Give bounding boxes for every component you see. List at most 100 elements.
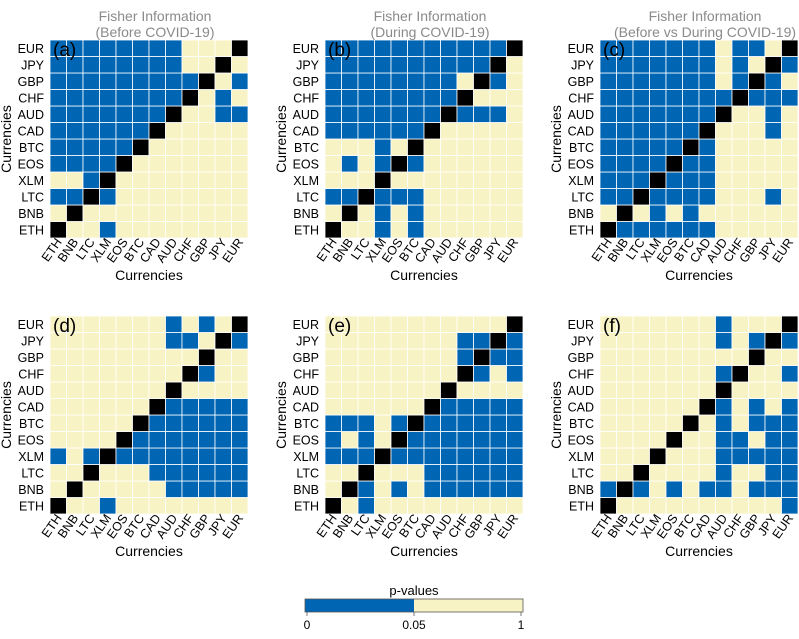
heatmap-cell bbox=[731, 332, 749, 350]
heatmap-cell bbox=[748, 171, 766, 189]
heatmap-cell bbox=[632, 414, 650, 432]
heatmap-cell bbox=[748, 365, 766, 383]
y-tick-label: AUD bbox=[18, 384, 44, 398]
y-axis-label: Currencies bbox=[548, 381, 564, 449]
heatmap-cell bbox=[407, 56, 425, 74]
panel-label: (e) bbox=[328, 316, 351, 337]
heatmap-cell bbox=[198, 39, 216, 57]
y-tick-label: CAD bbox=[293, 124, 319, 138]
heatmap-cell bbox=[99, 138, 117, 156]
heatmap-cell bbox=[456, 315, 474, 333]
heatmap-cell bbox=[374, 72, 392, 90]
heatmap-cell bbox=[440, 138, 458, 156]
panel-title: Fisher Information bbox=[649, 8, 762, 24]
heatmap-cell bbox=[649, 122, 667, 140]
heatmap-cell bbox=[165, 365, 183, 383]
heatmap-cell bbox=[731, 138, 749, 156]
heatmap-cell bbox=[616, 431, 634, 449]
heatmap-cell bbox=[632, 89, 650, 107]
heatmap-cell bbox=[781, 188, 799, 206]
heatmap-cell bbox=[115, 204, 133, 222]
heatmap-cell bbox=[99, 56, 117, 74]
heatmap-cell bbox=[731, 381, 749, 399]
heatmap-cell bbox=[649, 398, 667, 416]
heatmap-cell bbox=[440, 39, 458, 57]
heatmap-cell bbox=[731, 155, 749, 173]
y-tick-label: JPY bbox=[21, 334, 45, 348]
heatmap-cell bbox=[181, 89, 199, 107]
heatmap-cell bbox=[748, 348, 766, 366]
heatmap-cell bbox=[698, 348, 716, 366]
heatmap-cell bbox=[132, 105, 150, 123]
heatmap-cell bbox=[49, 89, 67, 107]
heatmap-cell bbox=[99, 414, 117, 432]
heatmap-cell bbox=[231, 188, 249, 206]
heatmap-cell bbox=[698, 188, 716, 206]
heatmap-cell bbox=[473, 381, 491, 399]
heatmap-cell bbox=[148, 414, 166, 432]
y-tick-label: XLM bbox=[293, 174, 319, 188]
heatmap-cell bbox=[181, 155, 199, 173]
x-axis-label: Currencies bbox=[665, 543, 733, 559]
heatmap-cell bbox=[599, 105, 617, 123]
heatmap-cell bbox=[632, 398, 650, 416]
heatmap-cell bbox=[165, 464, 183, 482]
heatmap-cell bbox=[781, 155, 799, 173]
heatmap-cell bbox=[181, 138, 199, 156]
heatmap-cell bbox=[324, 365, 342, 383]
heatmap-cell bbox=[132, 315, 150, 333]
heatmap-cell bbox=[764, 315, 782, 333]
heatmap-cell bbox=[407, 171, 425, 189]
heatmap-cell bbox=[324, 122, 342, 140]
heatmap-cell bbox=[781, 480, 799, 498]
heatmap-cell bbox=[649, 315, 667, 333]
heatmap-cell bbox=[115, 155, 133, 173]
heatmap-cell bbox=[489, 365, 507, 383]
heatmap-cell bbox=[489, 332, 507, 350]
y-tick-label: LTC bbox=[296, 466, 319, 480]
heatmap-cell bbox=[198, 398, 216, 416]
y-axis-label: Currencies bbox=[548, 105, 564, 173]
heatmap-cell bbox=[49, 365, 67, 383]
heatmap-cell bbox=[324, 464, 342, 482]
heatmap-cell bbox=[231, 105, 249, 123]
heatmap-cell bbox=[698, 204, 716, 222]
y-tick-label: ETH bbox=[19, 223, 44, 237]
heatmap-cell bbox=[715, 365, 733, 383]
heatmap-cell bbox=[682, 39, 700, 57]
heatmap-cell bbox=[390, 72, 408, 90]
heatmap-cell bbox=[390, 480, 408, 498]
heatmap-cell bbox=[357, 171, 375, 189]
heatmap-cell bbox=[599, 447, 617, 465]
heatmap-cell bbox=[341, 188, 359, 206]
heatmap-cell bbox=[99, 431, 117, 449]
heatmap-cell bbox=[423, 348, 441, 366]
heatmap-cell bbox=[181, 315, 199, 333]
heatmap-cell bbox=[440, 171, 458, 189]
y-tick-label: CAD bbox=[293, 400, 319, 414]
heatmap-cell bbox=[374, 105, 392, 123]
heatmap-cell bbox=[764, 381, 782, 399]
heatmap-cell bbox=[231, 447, 249, 465]
heatmap-cell bbox=[214, 315, 232, 333]
y-tick-label: EOS bbox=[568, 433, 594, 447]
heatmap-cell bbox=[440, 447, 458, 465]
heatmap-cell bbox=[66, 447, 84, 465]
heatmap-cell bbox=[456, 89, 474, 107]
y-tick-label: XLM bbox=[568, 174, 594, 188]
heatmap-cell bbox=[440, 56, 458, 74]
heatmap-cell bbox=[99, 155, 117, 173]
heatmap-cell bbox=[489, 414, 507, 432]
heatmap-cell bbox=[764, 39, 782, 57]
heatmap-cell bbox=[423, 72, 441, 90]
y-tick-label: AUD bbox=[568, 108, 594, 122]
heatmap-cell bbox=[66, 105, 84, 123]
heatmap-cell bbox=[115, 72, 133, 90]
heatmap-cell bbox=[231, 332, 249, 350]
heatmap-cell bbox=[181, 188, 199, 206]
heatmap-cell bbox=[341, 414, 359, 432]
heatmap-cell bbox=[506, 72, 524, 90]
y-tick-label: EUR bbox=[18, 318, 44, 332]
y-tick-label: XLM bbox=[18, 450, 44, 464]
heatmap-cell bbox=[698, 56, 716, 74]
